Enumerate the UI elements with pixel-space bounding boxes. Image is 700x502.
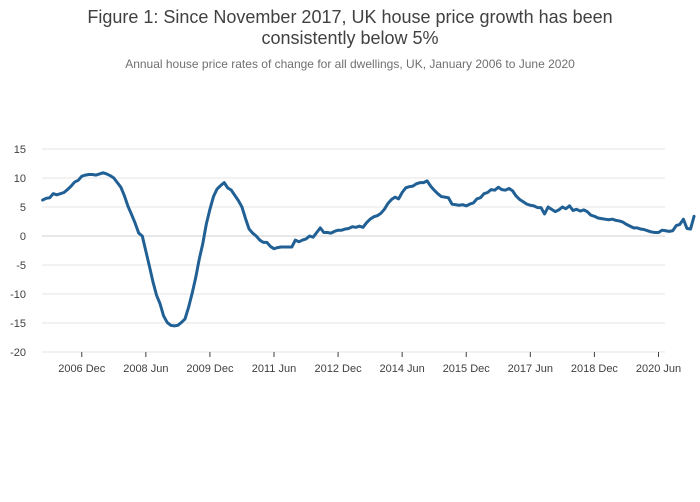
chart-title: Figure 1: Since November 2017, UK house … [0,7,700,49]
x-tick-label: 2017 Jun [508,363,553,375]
y-axis: -20 -15 -10 -5 0 5 10 15 [10,144,26,359]
x-tick-label: 2015 Dec [443,363,491,375]
chart-title-line-1: Figure 1: Since November 2017, UK house … [87,7,613,27]
x-tick-label: 2009 Dec [186,363,234,375]
y-tick-label: -5 [16,260,26,272]
series-layer [41,171,696,328]
series-line-house-price[interactable] [41,171,696,328]
y-tick-label: -20 [10,347,26,359]
x-tick-label: 2011 Jun [252,363,296,375]
y-tick-label: 5 [20,202,26,214]
y-tick-label: 0 [20,231,26,243]
x-tick-label: 2012 Dec [315,363,363,375]
x-tick-label: 2006 Dec [58,363,106,375]
gridlines [42,148,665,353]
chart-title-line-2: consistently below 5% [261,28,439,48]
chart-subtitle: Annual house price rates of change for a… [125,57,575,71]
x-tick-label: 2008 Jun [123,363,168,375]
x-tick-label: 2014 Jun [380,363,425,375]
y-tick-label: -10 [10,289,26,301]
y-tick-label: -15 [10,318,26,330]
x-tick-label: 2020 Jun [636,363,681,375]
x-axis: 2006 Dec 2008 Jun 2009 Dec 2011 Jun 2012 Dec… [58,352,681,375]
x-tick-label: 2018 Dec [571,363,619,375]
y-tick-label: 10 [14,173,26,185]
y-tick-label: 15 [14,144,26,156]
